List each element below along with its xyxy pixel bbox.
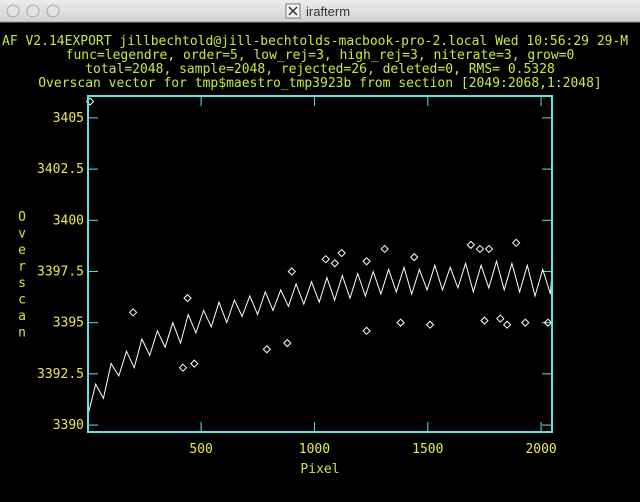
plot-frame (87, 95, 553, 433)
x-tick-label: 500 (189, 442, 212, 457)
data-line (87, 259, 553, 415)
header-line: func=legendre, order=5, low_rej=3, high_… (66, 48, 575, 63)
rejected-point (380, 244, 389, 254)
rejected-point (183, 293, 192, 303)
x-tick-label: 1000 (299, 442, 330, 457)
rejected-point (409, 252, 419, 262)
y-tick-label: 3405 (53, 111, 84, 126)
rejected-point (330, 259, 340, 268)
y-tick-label: 3402.5 (37, 162, 84, 177)
rejected-point (190, 359, 199, 368)
y-tick-label: 3390 (53, 418, 84, 433)
rejected-point (128, 308, 138, 317)
rejected-point (480, 316, 489, 325)
rejected-point (475, 244, 485, 254)
y-tick-label: 3395 (53, 316, 84, 331)
y-axis-label: Overscan (15, 210, 30, 342)
rejected-point (425, 320, 435, 329)
x-axis-label: Pixel (300, 462, 339, 477)
rejected-point (511, 238, 521, 248)
header-line: total=2048, sample=2048, rejected=26, de… (85, 62, 555, 77)
x-tick-label: 1500 (412, 442, 443, 457)
rejected-point (484, 244, 494, 254)
y-tick-label: 3397.5 (37, 264, 84, 279)
chart-title: Overscan vector for tmp$maestro_tmp3923b… (38, 76, 602, 91)
minimize-button[interactable] (26, 4, 40, 18)
rejected-point (362, 257, 371, 266)
rejected-point (396, 318, 405, 327)
rejected-point (321, 254, 330, 264)
title-bar (0, 0, 640, 22)
rejected-point (262, 345, 272, 354)
terminal-area (0, 23, 640, 502)
x-tick-label: 2000 (525, 442, 556, 457)
rejected-point (362, 326, 371, 336)
window-title: irafterm (306, 4, 350, 19)
rejected-point (521, 318, 530, 327)
x11-icon-glyph (288, 6, 298, 16)
rejected-point (502, 320, 512, 329)
zoom-button[interactable] (46, 4, 60, 18)
close-button[interactable] (6, 4, 20, 18)
rejected-point (466, 240, 476, 250)
rejected-point (337, 248, 346, 258)
y-tick-label: 3400 (53, 213, 84, 228)
rejected-point (496, 314, 505, 323)
rejected-point (287, 267, 296, 276)
rejected-point (283, 338, 292, 348)
rejected-point (543, 318, 553, 327)
y-tick-label: 3392.5 (37, 367, 84, 382)
header-line: AF V2.14EXPORT jillbechtold@jill-bechtol… (2, 34, 628, 49)
rejected-point (178, 363, 188, 372)
